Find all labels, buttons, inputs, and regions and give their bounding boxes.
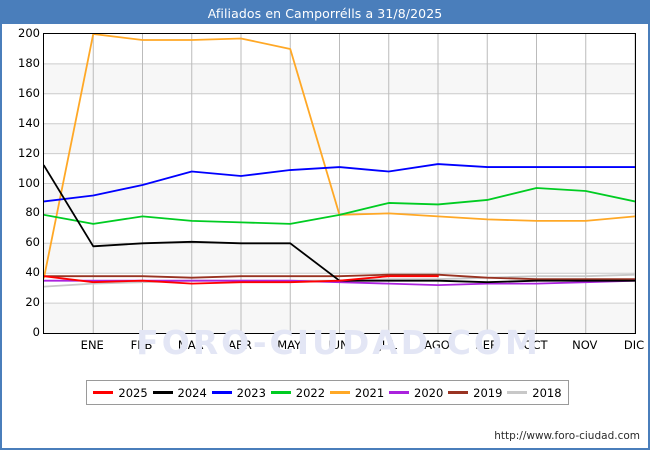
y-tick-label: 160 [18,85,40,100]
y-tick-label: 40 [25,265,40,280]
legend-item-2018[interactable]: 2018 [507,385,562,400]
footer-url: http://www.foro-ciudad.com [494,430,640,442]
y-tick-label: 140 [18,115,40,130]
x-tick-label: AGO [424,338,450,352]
series-line-2023 [44,163,635,203]
legend-item-2022[interactable]: 2022 [270,385,326,400]
legend-item-label: 2018 [532,385,562,400]
legend-color-swatch [389,391,410,394]
legend-item-label: 2019 [473,385,503,400]
legend-item-label: 2024 [177,385,207,400]
y-tick-label: 180 [18,55,40,70]
x-axis-labels: ENE FEB MAR ABR MAY JUN JUL AGO SEP OCT NOV DIC [43,336,644,360]
chart-legend: 2025 2024 2023 2022 2021 2020 2019 2018 [86,380,569,405]
legend-color-swatch [507,391,528,394]
legend-item-label: 2021 [354,385,385,400]
legend-color-swatch [152,391,173,394]
legend-color-swatch [211,391,232,394]
legend-item-label: 2022 [295,385,326,400]
legend-item-2020[interactable]: 2020 [389,386,443,400]
y-tick-label: 80 [25,205,40,220]
legend-item-2023[interactable]: 2023 [211,385,266,400]
legend-color-swatch [93,391,114,394]
plot-wrapper: 0 20 40 60 80 100 120 140 160 180 200 ENE FEB MAR ABR… [2,24,648,364]
legend-color-swatch [448,391,469,394]
series-line-2022 [44,187,635,225]
x-tick-label: NOV [572,338,598,352]
window-title-bar: Afiliados en Camporrélls a 31/8/2025 [2,2,648,24]
y-tick-label: 200 [18,26,40,40]
legend-color-swatch [270,391,291,394]
x-tick-label: MAR [177,338,204,352]
x-tick-label: ENE [80,338,104,352]
x-tick-label: JUN [328,338,349,352]
x-tick-label: OCT [523,338,548,352]
legend-color-swatch [329,391,350,394]
y-tick-label: 0 [32,325,40,339]
x-tick-label: MAY [277,338,302,352]
plot-area [43,33,636,334]
legend-item-label: 2020 [414,385,444,400]
y-tick-label: 60 [25,235,40,250]
legend-item-2019[interactable]: 2019 [448,386,502,400]
x-tick-label: ABR [228,338,252,352]
legend-item-2025[interactable]: 2025 [93,385,148,400]
x-tick-label: SEP [475,338,498,352]
legend-item-label: 2023 [236,385,266,400]
series-line-2019 [44,273,635,281]
y-axis-labels: 0 20 40 60 80 100 120 140 160 180 200 [2,26,40,339]
legend-item-label: 2025 [118,385,148,400]
x-tick-label: FEB [130,338,153,352]
series-line-2025 [44,275,439,285]
legend-item-2024[interactable]: 2024 [152,385,207,400]
y-tick-label: 100 [18,175,40,190]
x-tick-label: DIC [623,338,645,352]
y-tick-label: 20 [25,295,40,310]
y-tick-label: 120 [18,145,40,160]
line-chart-canvas [44,34,635,333]
page-title: Afiliados en Camporrélls a 31/8/2025 [207,5,443,21]
legend-item-2021[interactable]: 2021 [329,385,385,400]
x-tick-label: JUL [378,338,397,352]
